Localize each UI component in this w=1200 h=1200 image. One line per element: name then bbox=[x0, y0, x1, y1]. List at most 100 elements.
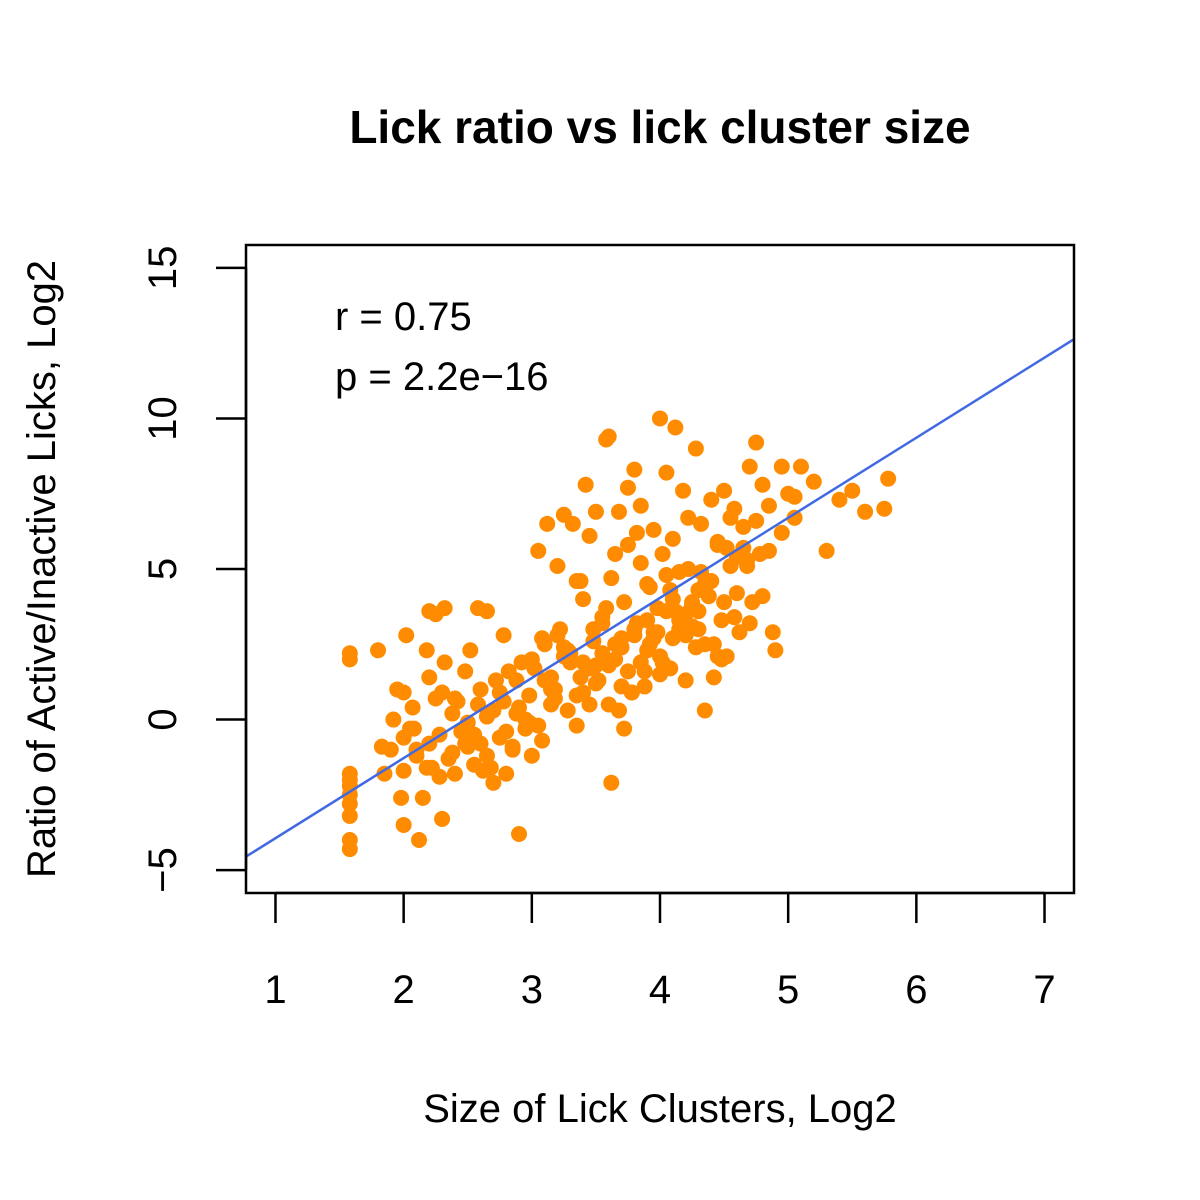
data-point bbox=[457, 735, 474, 752]
data-point bbox=[568, 573, 585, 590]
data-point bbox=[395, 762, 412, 779]
data-point bbox=[581, 660, 598, 677]
data-point bbox=[754, 588, 771, 605]
y-tick-label: 0 bbox=[141, 708, 185, 730]
data-point bbox=[616, 594, 633, 611]
x-tick-label: 1 bbox=[264, 968, 286, 1012]
data-point bbox=[645, 630, 662, 647]
data-point bbox=[495, 627, 512, 644]
data-point bbox=[639, 642, 656, 659]
data-point bbox=[530, 542, 547, 559]
x-tick-label: 6 bbox=[905, 968, 927, 1012]
data-point bbox=[636, 678, 653, 695]
data-point bbox=[341, 841, 358, 858]
data-point bbox=[880, 470, 897, 487]
data-point bbox=[792, 458, 809, 475]
data-point bbox=[404, 699, 421, 716]
data-point bbox=[382, 741, 399, 758]
data-point bbox=[482, 759, 499, 776]
data-point bbox=[434, 684, 451, 701]
data-point bbox=[511, 699, 528, 716]
data-point bbox=[680, 509, 697, 526]
data-point bbox=[705, 669, 722, 686]
data-point bbox=[508, 672, 525, 689]
data-point bbox=[376, 765, 393, 782]
data-point bbox=[549, 557, 566, 574]
data-point bbox=[716, 482, 733, 499]
data-point bbox=[498, 765, 515, 782]
data-point bbox=[549, 627, 566, 644]
data-point bbox=[773, 458, 790, 475]
data-point bbox=[687, 440, 704, 457]
data-point bbox=[626, 461, 643, 478]
data-point bbox=[564, 515, 581, 532]
data-point bbox=[786, 509, 803, 526]
data-point bbox=[667, 419, 684, 436]
data-point bbox=[546, 690, 563, 707]
data-point bbox=[431, 768, 448, 785]
data-point bbox=[395, 729, 412, 746]
regression-line bbox=[245, 338, 1075, 858]
data-point bbox=[619, 663, 636, 680]
data-point bbox=[446, 765, 463, 782]
data-point bbox=[805, 473, 822, 490]
data-point bbox=[696, 636, 713, 653]
data-point bbox=[876, 500, 893, 517]
data-point bbox=[652, 648, 668, 665]
data-point bbox=[735, 518, 752, 535]
data-point bbox=[610, 702, 627, 719]
data-point bbox=[713, 651, 730, 668]
data-point bbox=[764, 624, 781, 641]
data-point bbox=[581, 527, 598, 544]
data-point bbox=[411, 832, 428, 849]
y-axis: −5 0 5 10 15 bbox=[141, 246, 248, 893]
data-point bbox=[395, 684, 412, 701]
data-point bbox=[786, 488, 803, 505]
data-point bbox=[818, 542, 835, 559]
data-point bbox=[623, 684, 640, 701]
data-point bbox=[393, 789, 410, 806]
data-point bbox=[534, 630, 551, 647]
data-point bbox=[654, 545, 671, 562]
data-point bbox=[610, 503, 627, 520]
data-point bbox=[498, 723, 515, 740]
data-point bbox=[469, 696, 486, 713]
data-point bbox=[632, 497, 649, 514]
x-tick-label: 4 bbox=[649, 968, 671, 1012]
data-point bbox=[600, 428, 617, 445]
data-point bbox=[459, 714, 476, 731]
data-point bbox=[585, 621, 602, 638]
data-point bbox=[722, 509, 739, 526]
data-point bbox=[693, 515, 710, 532]
data-point bbox=[485, 774, 502, 791]
data-point bbox=[773, 524, 790, 541]
data-point bbox=[619, 479, 636, 496]
data-point bbox=[760, 497, 777, 514]
data-point bbox=[504, 738, 521, 755]
data-point bbox=[436, 654, 453, 671]
data-point bbox=[418, 759, 435, 776]
data-point bbox=[751, 545, 768, 562]
data-point bbox=[690, 603, 707, 620]
data-point bbox=[603, 774, 620, 791]
data-point bbox=[436, 600, 453, 617]
data-point bbox=[748, 434, 765, 451]
data-point bbox=[658, 464, 675, 481]
data-point bbox=[575, 591, 592, 608]
data-point bbox=[385, 711, 402, 728]
correlation-annotation: r = 0.75 bbox=[335, 295, 472, 339]
data-point bbox=[421, 669, 438, 686]
x-axis: 1 2 3 4 5 6 7 bbox=[264, 891, 1056, 1012]
data-point bbox=[632, 554, 649, 571]
data-point bbox=[539, 515, 556, 532]
data-point bbox=[534, 732, 551, 749]
data-point bbox=[652, 410, 668, 427]
data-point bbox=[543, 669, 560, 686]
data-point bbox=[741, 615, 758, 632]
data-point bbox=[587, 503, 604, 520]
data-point bbox=[603, 570, 620, 587]
data-point bbox=[675, 482, 692, 499]
data-point bbox=[731, 624, 748, 641]
data-point bbox=[462, 642, 479, 659]
